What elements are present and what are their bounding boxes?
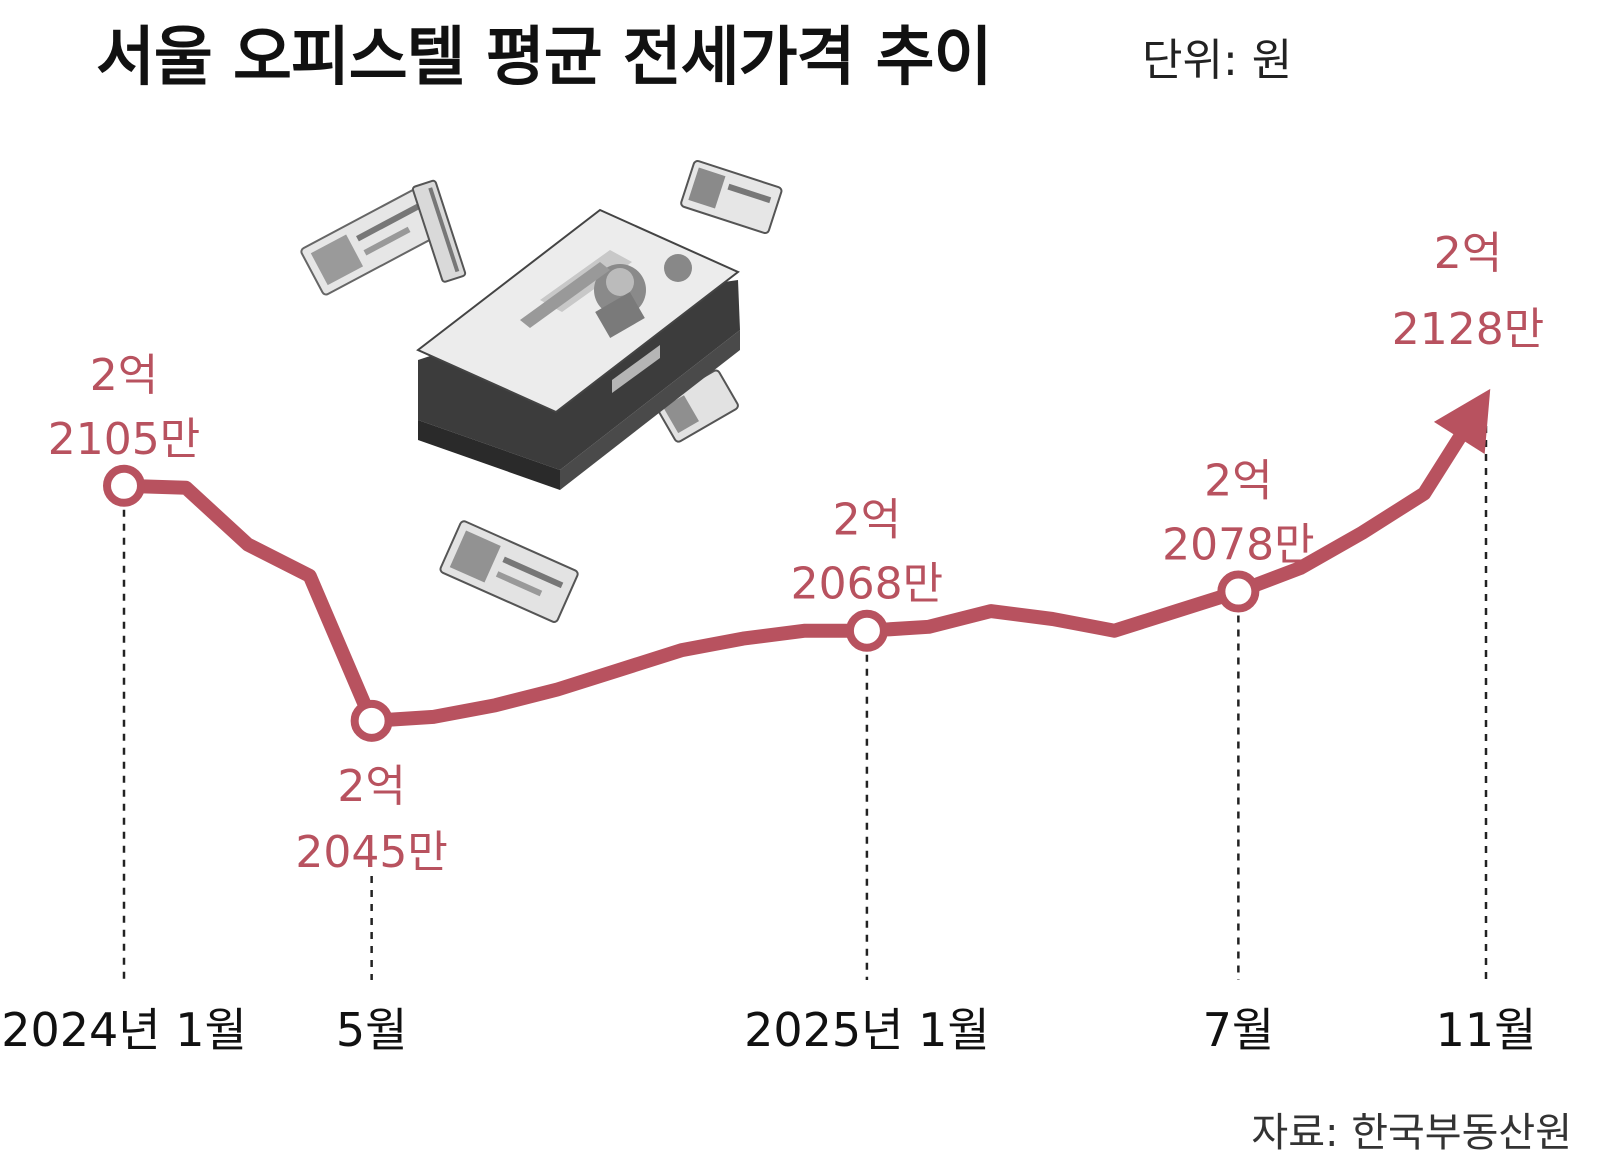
- value-label-2024-01-line1: 2억: [90, 350, 158, 401]
- value-label-2025-07-line2: 2078만: [1162, 520, 1314, 571]
- flying-banknote-3: [680, 160, 783, 235]
- value-label-2024-05-line2: 2045만: [295, 827, 447, 878]
- data-point-marker-2024-01: [103, 464, 145, 507]
- series-end-arrow: [1433, 388, 1491, 454]
- flying-banknote-4: [655, 369, 739, 443]
- value-label-2025-01-line1: 2억: [833, 495, 901, 546]
- value-annotations: 2억 2105만 2억 2045만 2억 2068만 2억 2078만 2억 2128만: [48, 228, 1544, 878]
- series-line-jeonse-price: [117, 414, 1477, 728]
- data-point-marker-2024-05: [350, 699, 393, 742]
- unit-label: 단위: 원: [1142, 35, 1293, 86]
- x-tick-label-2024-05: 5월: [336, 1003, 408, 1057]
- x-axis-tick-labels: 2024년 1월 5월 2025년 1월 7월 11월: [1, 1003, 1536, 1057]
- value-label-2024-01-line2: 2105만: [48, 414, 200, 465]
- vertical-guide-lines: [122, 412, 1488, 980]
- x-tick-label-2025-07: 7월: [1203, 1003, 1275, 1057]
- flying-banknote-1: [300, 184, 448, 296]
- x-tick-label-2025-11: 11월: [1436, 1003, 1537, 1057]
- data-point-marker-2025-01: [845, 609, 888, 652]
- x-tick-label-2024-01: 2024년 1월: [1, 1003, 247, 1057]
- value-label-2025-07-line1: 2억: [1204, 456, 1272, 507]
- arrowhead: [1433, 388, 1491, 454]
- value-label-2025-01-line2: 2068만: [791, 559, 943, 610]
- value-label-2024-05-line1: 2억: [337, 761, 405, 812]
- x-tick-label-2025-01: 2025년 1월: [744, 1003, 990, 1057]
- flying-banknote-5: [439, 520, 579, 623]
- chart-title: 서울 오피스텔 평균 전세가격 추이: [96, 21, 992, 95]
- data-point-markers: [103, 464, 1260, 742]
- flying-banknote-2: [411, 179, 467, 283]
- banknotes-illustration: [300, 160, 783, 623]
- value-label-2025-11-line2: 2128만: [1392, 304, 1544, 355]
- banknote-stack: [416, 208, 740, 490]
- value-label-2025-11-line1: 2억: [1434, 228, 1502, 279]
- source-note: 자료: 한국부동산원: [1251, 1110, 1572, 1156]
- data-point-marker-2025-07: [1217, 570, 1260, 613]
